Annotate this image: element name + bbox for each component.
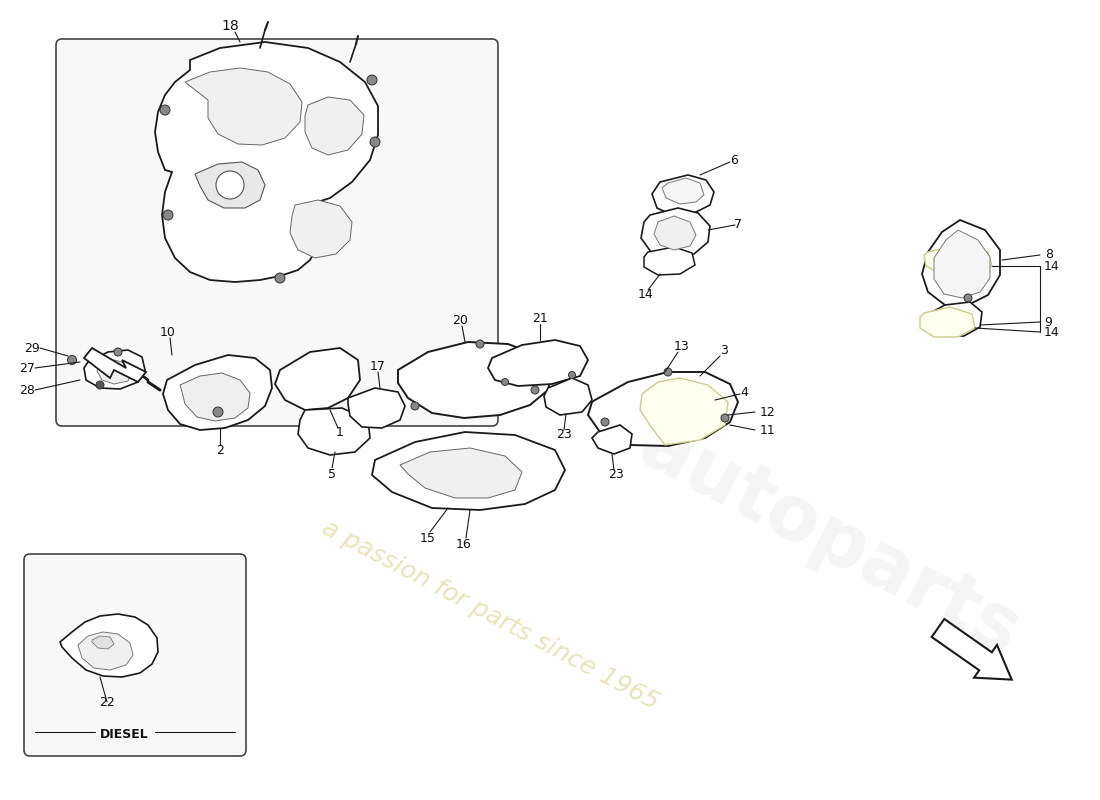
Polygon shape bbox=[934, 230, 990, 298]
Circle shape bbox=[213, 407, 223, 417]
Polygon shape bbox=[652, 175, 714, 215]
Circle shape bbox=[163, 210, 173, 220]
Circle shape bbox=[476, 340, 484, 348]
Polygon shape bbox=[305, 97, 364, 155]
Text: 4: 4 bbox=[740, 386, 748, 398]
Polygon shape bbox=[372, 432, 565, 510]
Polygon shape bbox=[348, 388, 405, 428]
FancyBboxPatch shape bbox=[56, 39, 498, 426]
FancyBboxPatch shape bbox=[24, 554, 246, 756]
Text: 6: 6 bbox=[730, 154, 738, 166]
Text: 12: 12 bbox=[760, 406, 775, 418]
Polygon shape bbox=[922, 220, 1000, 305]
Polygon shape bbox=[662, 178, 704, 204]
Polygon shape bbox=[924, 244, 992, 276]
Text: 10: 10 bbox=[161, 326, 176, 338]
Text: autoparts: autoparts bbox=[627, 409, 1033, 671]
Polygon shape bbox=[544, 378, 592, 415]
Circle shape bbox=[367, 75, 377, 85]
Polygon shape bbox=[920, 307, 975, 337]
Polygon shape bbox=[930, 302, 982, 336]
Polygon shape bbox=[398, 342, 552, 418]
Circle shape bbox=[964, 294, 972, 302]
Polygon shape bbox=[588, 372, 738, 446]
Text: 23: 23 bbox=[608, 469, 624, 482]
Text: 9: 9 bbox=[1044, 315, 1052, 329]
Text: 23: 23 bbox=[557, 429, 572, 442]
Text: a passion for parts since 1965: a passion for parts since 1965 bbox=[318, 516, 662, 714]
Text: 28: 28 bbox=[19, 383, 35, 397]
Circle shape bbox=[664, 368, 672, 376]
Polygon shape bbox=[163, 355, 272, 430]
Text: 14: 14 bbox=[1044, 326, 1059, 338]
Text: 1: 1 bbox=[337, 426, 344, 439]
Circle shape bbox=[502, 378, 508, 386]
Text: 7: 7 bbox=[734, 218, 742, 231]
Text: 2: 2 bbox=[216, 443, 224, 457]
Text: 3: 3 bbox=[720, 343, 728, 357]
Circle shape bbox=[411, 402, 419, 410]
Polygon shape bbox=[275, 348, 360, 410]
Circle shape bbox=[531, 386, 539, 394]
Circle shape bbox=[96, 381, 104, 389]
Polygon shape bbox=[78, 632, 133, 670]
Polygon shape bbox=[641, 208, 710, 258]
Text: 18: 18 bbox=[221, 19, 239, 33]
Circle shape bbox=[114, 348, 122, 356]
Text: 14: 14 bbox=[638, 289, 653, 302]
Polygon shape bbox=[654, 216, 696, 250]
Circle shape bbox=[601, 418, 609, 426]
Circle shape bbox=[160, 105, 170, 115]
Polygon shape bbox=[298, 408, 370, 455]
Polygon shape bbox=[97, 360, 132, 384]
Text: 21: 21 bbox=[532, 311, 548, 325]
Polygon shape bbox=[180, 373, 250, 421]
Circle shape bbox=[216, 171, 244, 199]
Polygon shape bbox=[488, 340, 588, 386]
Circle shape bbox=[275, 273, 285, 283]
Circle shape bbox=[67, 355, 77, 365]
Circle shape bbox=[569, 371, 575, 378]
Text: 16: 16 bbox=[456, 538, 472, 550]
Text: 27: 27 bbox=[19, 362, 35, 374]
Polygon shape bbox=[400, 448, 522, 498]
Text: 22: 22 bbox=[99, 695, 114, 709]
Polygon shape bbox=[932, 619, 1012, 680]
Polygon shape bbox=[155, 42, 378, 282]
Polygon shape bbox=[290, 200, 352, 258]
Text: 14: 14 bbox=[1044, 259, 1059, 273]
Polygon shape bbox=[60, 614, 158, 677]
Polygon shape bbox=[84, 350, 145, 389]
Circle shape bbox=[370, 137, 379, 147]
Text: 20: 20 bbox=[452, 314, 468, 326]
Text: 15: 15 bbox=[420, 531, 436, 545]
Text: DIESEL: DIESEL bbox=[100, 727, 148, 741]
Polygon shape bbox=[640, 378, 728, 445]
Polygon shape bbox=[84, 348, 146, 382]
Text: 5: 5 bbox=[328, 467, 336, 481]
Text: 29: 29 bbox=[24, 342, 40, 354]
Text: 8: 8 bbox=[1045, 249, 1053, 262]
Polygon shape bbox=[185, 68, 302, 145]
Circle shape bbox=[720, 414, 729, 422]
Text: 13: 13 bbox=[674, 339, 690, 353]
Polygon shape bbox=[92, 636, 114, 649]
Polygon shape bbox=[592, 425, 632, 454]
Polygon shape bbox=[644, 247, 695, 275]
Text: 11: 11 bbox=[760, 423, 775, 437]
Text: 17: 17 bbox=[370, 359, 386, 373]
Polygon shape bbox=[195, 162, 265, 208]
